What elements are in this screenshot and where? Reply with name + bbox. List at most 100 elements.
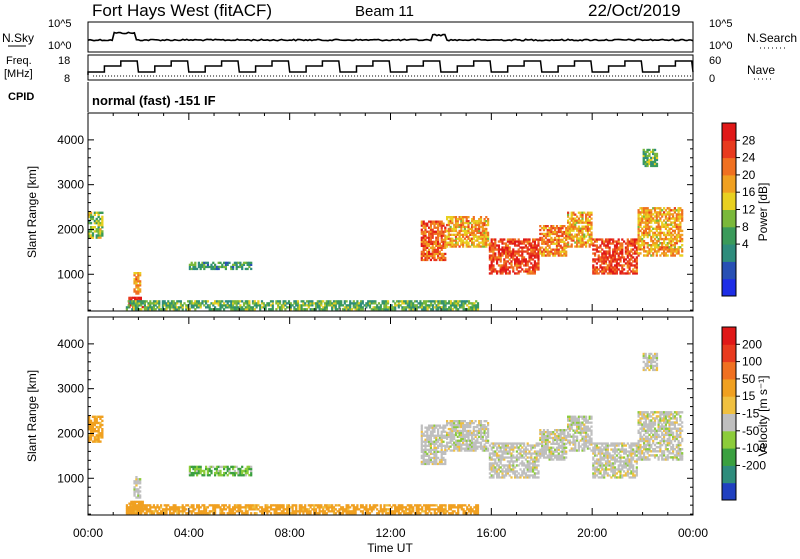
data-cell-6 bbox=[487, 448, 489, 450]
data-cell-11 bbox=[674, 250, 676, 252]
data-cell-3 bbox=[234, 474, 236, 476]
data-cell-10 bbox=[629, 252, 631, 254]
data-cell-6 bbox=[446, 218, 448, 220]
data-cell-3 bbox=[210, 472, 212, 474]
data-cell-7 bbox=[521, 460, 523, 462]
data-cell-4 bbox=[362, 510, 364, 512]
data-cell-4 bbox=[283, 506, 285, 508]
data-cell-9 bbox=[581, 239, 583, 241]
data-cell-8 bbox=[550, 249, 552, 251]
data-cell-3 bbox=[241, 266, 243, 268]
data-cell-4 bbox=[198, 508, 200, 510]
data-cell-8 bbox=[558, 237, 560, 239]
data-cell-4 bbox=[256, 306, 258, 308]
data-cell-5 bbox=[444, 427, 446, 429]
data-cell-0 bbox=[101, 434, 103, 436]
data-cell-8 bbox=[543, 227, 545, 229]
data-cell-5 bbox=[421, 231, 423, 233]
data-cell-11 bbox=[681, 254, 683, 256]
data-cell-11 bbox=[661, 209, 663, 211]
data-cell-5 bbox=[421, 243, 423, 245]
data-cell-12 bbox=[648, 149, 650, 151]
data-cell-10 bbox=[621, 238, 623, 240]
data-cell-8 bbox=[549, 254, 551, 256]
data-cell-3 bbox=[247, 268, 249, 270]
data-cell-5 bbox=[428, 245, 430, 247]
data-cell-3 bbox=[250, 474, 252, 476]
data-cell-3 bbox=[237, 262, 239, 264]
data-cell-5 bbox=[433, 445, 435, 447]
data-cell-7 bbox=[498, 250, 500, 252]
data-cell-6 bbox=[450, 226, 452, 228]
data-cell-8 bbox=[550, 237, 552, 239]
data-cell-7 bbox=[530, 448, 532, 450]
data-cell-7 bbox=[492, 446, 494, 448]
data-cell-10 bbox=[609, 240, 611, 242]
data-cell-8 bbox=[549, 235, 551, 237]
data-cell-4 bbox=[257, 302, 259, 304]
data-cell-4 bbox=[158, 302, 160, 304]
data-cell-10 bbox=[614, 248, 616, 250]
data-cell-9 bbox=[581, 245, 583, 247]
data-cell-4 bbox=[421, 304, 423, 306]
data-cell-8 bbox=[539, 229, 541, 231]
data-cell-11 bbox=[659, 234, 661, 236]
data-cell-10 bbox=[636, 268, 638, 270]
data-cell-7 bbox=[525, 258, 527, 260]
data-cell-4 bbox=[365, 504, 367, 506]
data-cell-5 bbox=[437, 447, 439, 449]
data-cell-4 bbox=[205, 508, 207, 510]
data-cell-8 bbox=[543, 445, 545, 447]
data-cell-0 bbox=[96, 420, 98, 422]
data-cell-4 bbox=[272, 304, 274, 306]
data-cell-0 bbox=[99, 236, 101, 238]
data-cell-4 bbox=[365, 506, 367, 508]
data-cell-7 bbox=[521, 446, 523, 448]
power-x-ticks bbox=[88, 113, 693, 311]
data-cell-6 bbox=[460, 228, 462, 230]
data-cell-5 bbox=[435, 443, 437, 445]
data-cell-8 bbox=[554, 251, 556, 253]
data-cell-10 bbox=[629, 266, 631, 268]
data-cell-4 bbox=[463, 508, 465, 510]
data-cell-4 bbox=[297, 300, 299, 302]
data-cell-0 bbox=[98, 216, 100, 218]
data-cell-2 bbox=[137, 488, 139, 490]
data-cell-8 bbox=[561, 247, 563, 249]
data-cell-7 bbox=[512, 266, 514, 268]
data-cell-6 bbox=[473, 422, 475, 424]
data-cell-0 bbox=[92, 216, 94, 218]
data-cell-3 bbox=[203, 474, 205, 476]
freq-label: Freq. bbox=[6, 55, 32, 67]
data-cell-4 bbox=[126, 504, 128, 506]
data-cell-7 bbox=[516, 268, 518, 270]
data-cell-5 bbox=[426, 223, 428, 225]
data-cell-10 bbox=[609, 250, 611, 252]
data-cell-4 bbox=[266, 508, 268, 510]
noise-sky-trace bbox=[88, 32, 693, 40]
data-cell-7 bbox=[501, 272, 503, 274]
data-cell-4 bbox=[380, 304, 382, 306]
data-cell-10 bbox=[612, 242, 614, 244]
data-cell-5 bbox=[428, 455, 430, 457]
data-cell-9 bbox=[585, 245, 587, 247]
data-cell-6 bbox=[473, 216, 475, 218]
data-cell-5 bbox=[424, 229, 426, 231]
data-cell-10 bbox=[636, 266, 638, 268]
data-cell-7 bbox=[530, 456, 532, 458]
data-cell-7 bbox=[505, 264, 507, 266]
data-cell-6 bbox=[451, 218, 453, 220]
data-cell-10 bbox=[636, 262, 638, 264]
data-cell-9 bbox=[567, 216, 569, 218]
data-cell-4 bbox=[335, 304, 337, 306]
data-cell-8 bbox=[543, 435, 545, 437]
data-cell-4 bbox=[219, 302, 221, 304]
data-cell-11 bbox=[650, 254, 652, 256]
colorbar-swatch bbox=[722, 140, 736, 158]
data-cell-7 bbox=[528, 476, 530, 478]
data-cell-7 bbox=[494, 444, 496, 446]
data-cell-5 bbox=[421, 455, 423, 457]
data-cell-5 bbox=[430, 445, 432, 447]
data-cell-4 bbox=[353, 504, 355, 506]
data-cell-7 bbox=[518, 244, 520, 246]
